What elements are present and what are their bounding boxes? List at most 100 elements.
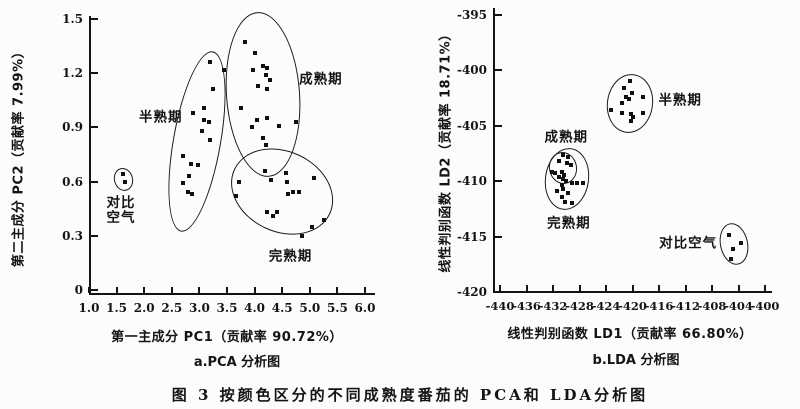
cluster-label-wanshuqi: 完熟期: [547, 215, 591, 232]
data-point: [560, 194, 565, 199]
y-tick-label: 0.3: [62, 228, 83, 243]
x-tick: [711, 285, 713, 291]
data-point: [560, 152, 565, 157]
data-point: [629, 111, 634, 116]
x-tick-label: 3.5: [216, 301, 238, 315]
y-tick: [495, 291, 502, 293]
data-point: [255, 118, 260, 123]
x-tick: [499, 285, 501, 291]
x-tick-label: 1.0: [78, 301, 100, 315]
data-point: [208, 138, 213, 143]
x-tick: [143, 287, 146, 293]
data-point: [239, 105, 244, 110]
cluster-label-wanshuqi: 完熟期: [268, 248, 313, 265]
y-tick-label: 0.9: [62, 120, 83, 135]
y-tick-label: -410: [456, 174, 487, 189]
data-point: [243, 40, 248, 45]
data-point: [619, 110, 624, 115]
data-point: [566, 154, 571, 159]
data-point: [556, 174, 561, 179]
data-point: [264, 143, 269, 148]
data-point: [739, 241, 744, 246]
data-point: [285, 179, 290, 184]
x-tick-label: 2.0: [133, 301, 155, 315]
x-tick: [605, 285, 607, 291]
data-point: [312, 175, 317, 180]
data-point: [629, 90, 634, 95]
x-tick: [170, 287, 173, 293]
y-tick: [91, 18, 98, 20]
data-point: [202, 105, 207, 110]
lda-x-axis-line: [493, 291, 772, 293]
data-point: [265, 116, 270, 121]
cluster-label-banshuqi: 半熟期: [658, 92, 702, 109]
data-point: [185, 190, 190, 195]
y-tick-label: 1.2: [62, 66, 83, 81]
data-point: [627, 79, 632, 84]
data-point: [265, 87, 270, 92]
pca-x-axis-label: 第一主成分 PC1（贡献率 90.72%）: [111, 330, 343, 345]
data-point: [727, 233, 732, 238]
data-point: [201, 118, 206, 123]
data-point: [251, 67, 256, 72]
data-point: [310, 224, 314, 229]
y-tick-label: -405: [456, 118, 487, 133]
y-tick: [495, 180, 502, 183]
data-point: [294, 119, 298, 124]
x-tick-label: -424: [591, 299, 621, 313]
x-tick: [226, 287, 228, 293]
x-tick-label: -428: [565, 299, 594, 313]
data-point: [552, 171, 557, 176]
data-point: [580, 181, 585, 186]
y-tick: [91, 234, 98, 237]
cluster-ellipse-wanshuqi: [216, 132, 348, 251]
data-point: [562, 200, 567, 205]
data-point: [568, 162, 573, 167]
pca-y-axis-line: [89, 16, 91, 295]
x-tick-label: 4.5: [271, 301, 293, 315]
data-point: [208, 60, 213, 65]
data-point: [554, 189, 559, 194]
data-point: [199, 129, 204, 133]
x-tick-label: 6.0: [354, 301, 376, 315]
x-tick: [525, 285, 528, 291]
data-point: [560, 170, 565, 175]
data-point: [267, 78, 272, 83]
data-point: [623, 94, 628, 99]
cluster-label-duibi-kongqi: 对比空气: [659, 235, 718, 252]
x-tick-label: -420: [618, 299, 647, 313]
cluster-label-banshuqi: 半熟期: [139, 109, 183, 126]
y-tick-label: 1.5: [62, 12, 83, 26]
x-tick: [88, 287, 90, 293]
data-point: [123, 179, 128, 184]
data-point: [186, 174, 191, 179]
pca-y-axis-label: 第二主成分 PC2（贡献率 7.99%）: [11, 44, 27, 268]
x-tick: [631, 285, 634, 291]
x-tick-label: -400: [750, 299, 780, 313]
data-point: [556, 159, 561, 164]
y-tick-label: -415: [456, 229, 487, 244]
data-point: [250, 125, 255, 130]
data-point: [641, 94, 646, 99]
x-tick: [684, 285, 687, 291]
data-point: [564, 161, 569, 166]
y-tick: [495, 124, 502, 127]
x-tick-label: 5.5: [326, 301, 348, 315]
data-point: [265, 65, 270, 70]
y-tick: [495, 14, 502, 16]
y-tick: [91, 289, 98, 291]
y-tick: [91, 72, 98, 75]
data-point: [181, 154, 186, 159]
data-point: [256, 83, 261, 88]
x-tick: [281, 287, 284, 293]
x-tick-label: -436: [512, 299, 541, 313]
data-point: [641, 110, 646, 115]
x-tick-label: -416: [644, 299, 674, 313]
x-tick: [253, 287, 256, 293]
data-point: [236, 179, 241, 184]
y-tick: [91, 180, 98, 183]
data-point: [619, 100, 624, 105]
data-point: [268, 177, 273, 182]
data-point: [188, 161, 193, 166]
